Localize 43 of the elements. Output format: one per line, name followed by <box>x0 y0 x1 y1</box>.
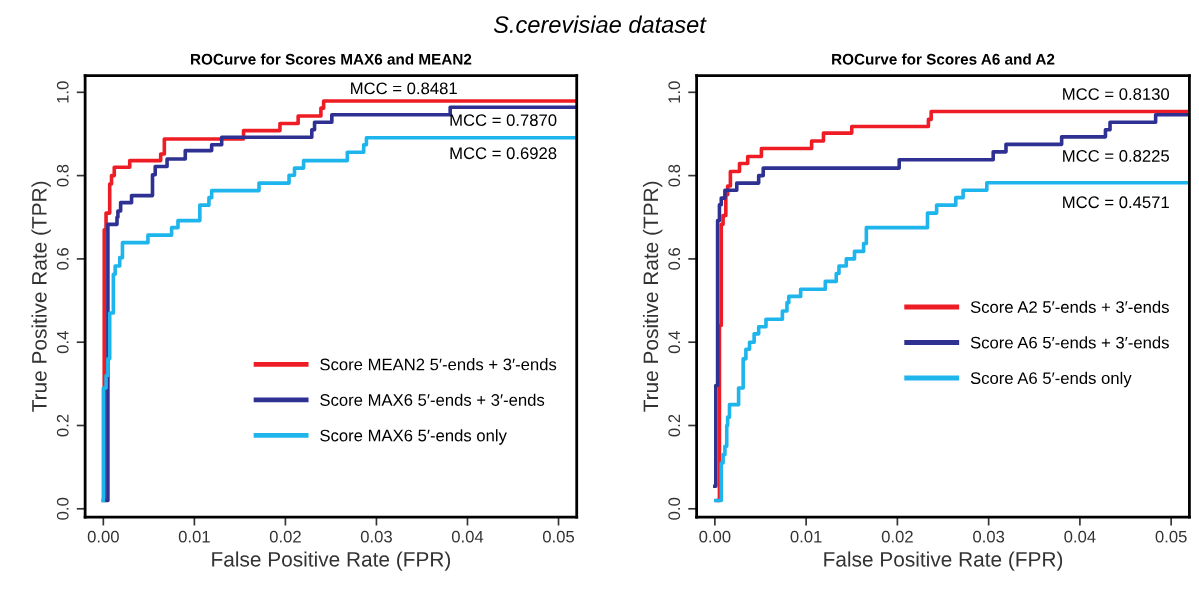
legend-label: Score MEAN2 5′-ends + 3′-ends <box>320 358 557 371</box>
x-axis-title: False Positive Rate (FPR) <box>212 551 451 571</box>
x-tick-label: 0.03 <box>973 530 1005 543</box>
y-tick-label: 1.0 <box>668 81 681 103</box>
x-tick-label: 0.02 <box>881 530 913 543</box>
chart-title: ROCurve for Scores A6 and A2 <box>832 53 1055 65</box>
x-tick-label: 0.04 <box>1064 530 1096 543</box>
legend-label: Score MAX6 5′-ends only <box>320 429 507 445</box>
x-axis-title: False Positive Rate (FPR) <box>824 551 1063 571</box>
y-tick-label: 0.4 <box>668 331 681 354</box>
y-axis-title: True Positive Rate (TPR) <box>642 181 663 412</box>
y-tick-label: 0.4 <box>56 331 69 354</box>
x-tick-label: 0.03 <box>360 530 392 543</box>
x-tick-label: 0.05 <box>1155 530 1187 543</box>
y-tick-label: 1.0 <box>56 81 69 103</box>
y-tick-label: 0.6 <box>56 248 69 270</box>
y-tick-label: 0.8 <box>56 164 69 187</box>
x-tick-label: 0.05 <box>542 530 575 543</box>
chart-title: ROCurve for Scores MAX6 and MEAN2 <box>191 53 472 65</box>
annotation: MCC = 0.6928 <box>450 147 557 160</box>
y-axis-title: True Positive Rate (TPR) <box>31 181 51 412</box>
legend-label: Score A2 5′-ends + 3′-ends <box>970 300 1169 313</box>
annotation: MCC = 0.4571 <box>1063 196 1169 209</box>
legend-label: Score A6 5′-ends + 3′-ends <box>970 336 1169 349</box>
y-tick-label: 0.2 <box>56 414 69 437</box>
y-tick-label: 0.0 <box>56 497 69 520</box>
annotation: MCC = 0.8130 <box>1063 88 1170 100</box>
annotation: MCC = 0.8225 <box>1063 149 1169 162</box>
x-tick-label: 0.01 <box>178 530 210 543</box>
y-tick-label: 0.2 <box>668 414 681 437</box>
y-tick-label: 0.8 <box>668 164 681 187</box>
x-tick-label: 0.04 <box>451 530 484 543</box>
annotation: MCC = 0.8481 <box>351 82 457 95</box>
y-tick-label: 0.6 <box>668 248 681 270</box>
y-tick-label: 0.0 <box>668 497 681 520</box>
x-tick-label: 0.00 <box>699 530 731 543</box>
text: S.cerevisiae dataset <box>493 15 707 33</box>
legend-label: Score MAX6 5′-ends + 3′-ends <box>320 393 545 406</box>
annotation: MCC = 0.7870 <box>450 114 557 127</box>
legend-label: Score A6 5′-ends only <box>970 371 1132 388</box>
x-tick-label: 0.02 <box>269 530 301 543</box>
x-tick-label: 0.00 <box>87 530 119 543</box>
x-tick-label: 0.01 <box>790 530 822 543</box>
